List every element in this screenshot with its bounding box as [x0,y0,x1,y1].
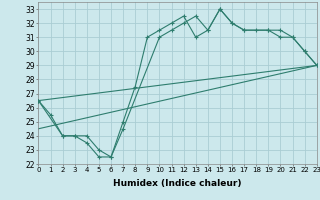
X-axis label: Humidex (Indice chaleur): Humidex (Indice chaleur) [113,179,242,188]
